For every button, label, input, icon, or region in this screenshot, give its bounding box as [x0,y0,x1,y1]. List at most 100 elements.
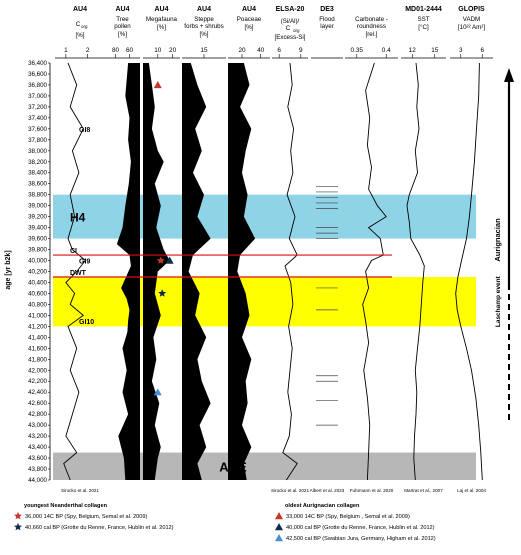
panel-tick-vadm: 3 [459,47,463,54]
event-label-dwt: DWT [70,270,87,277]
y-tick-label: 40,200 [28,269,47,276]
panel-unit-elsa: [Excess-Si] [275,34,306,41]
panel-unit-poaceae: [%] [245,24,254,31]
panel-header-flood: DE3 [320,6,334,13]
legend-left-title: youngest Neanderthal collagen [24,503,108,509]
series-line-elsa [282,62,298,481]
y-tick-label: 37,800 [28,137,47,144]
legend-right-marker-2 [275,534,283,542]
panel-tick-mega: 10 [154,47,162,54]
y-tick-label: 39,800 [28,247,47,254]
panel-tick-carb: 0.4 [382,47,391,54]
y-tick-label: 40,600 [28,290,47,297]
y-tick-label: 39,000 [28,203,47,210]
panel-tick-sst: 15 [431,47,439,54]
marker-triangle-4 [153,388,162,396]
y-tick-label: 38,000 [28,148,47,155]
y-tick-label: 39,600 [28,236,47,243]
y-tick-label: 43,800 [28,466,47,473]
y-tick-label: 43,200 [28,433,47,440]
legend-right-item-1: 40,000 cal BP (Grotte du Renne, France, … [286,525,435,531]
legend-left-marker-0 [14,511,22,520]
y-tick-label: 42,000 [28,367,47,374]
series-area-steppe [182,63,211,480]
panel-var-mega-0: Megafauna [146,16,178,23]
y-tick-label: 42,800 [28,411,47,418]
y-axis-label: age [yr b2k] [5,250,12,289]
panel-unit-vadm: [10²² Am²] [458,24,485,31]
y-tick-label: 41,000 [28,312,47,319]
panel-header-poaceae: AU4 [242,6,256,13]
panel-tick-corg: 2 [86,47,90,54]
panel-unit-steppe: [%] [200,31,209,38]
interstadial-label-gi8: GI8 [79,127,90,134]
legend-right-item-2: 42,500 cal BP (Swabian Jura, Germany, Hi… [286,536,436,542]
panel-var-steppe-0: Steppe [194,16,214,23]
band-0 [53,194,476,239]
panel-header-elsa: ELSA-20 [276,6,305,13]
panel-tick-sst: 12 [409,47,417,54]
panel-tick-tree: 80 [112,47,120,54]
panel-var-flood-0: Flood [319,16,335,23]
y-tick-label: 44,000 [28,477,47,484]
y-tick-label: 43,600 [28,455,47,462]
panel-tick-mega: 20 [169,47,177,54]
series-line-vadm [455,62,483,481]
panel-var-tree-0: Tree [116,16,129,23]
y-tick-label: 37,200 [28,104,47,111]
aurignacian-arrow-head [504,68,514,82]
series-area-poaceae [228,63,256,480]
panel-unit-corg: [%] [76,32,85,39]
event-label-ci: CI [70,248,77,255]
panel-var-carb-0: Carbonate - [355,16,388,23]
panel-citation-sst: Martrat et al., 2007 [404,488,443,493]
panel-var-carb-1: roundness [357,23,386,30]
y-tick-label: 40,400 [28,279,47,286]
y-tick-label: 42,200 [28,378,47,385]
y-tick-label: 43,000 [28,422,47,429]
panel-tick-tree: 60 [126,47,134,54]
panel-var-tree-1: pollen [114,23,131,30]
panel-var2-elsa: C [286,25,291,32]
y-tick-label: 37,000 [28,93,47,100]
series-line-sst [406,62,425,481]
marker-star-3 [158,289,167,297]
band-label-h4: H4 [70,211,86,225]
y-tick-label: 38,400 [28,170,47,177]
laschamp-label: Laschamp event [495,275,502,327]
panel-unit-carb: [rel.] [365,31,377,38]
legend-right-title: oldest Aurignacian collagen [285,503,360,509]
interstadial-label-gi9: GI9 [79,259,90,266]
y-tick-label: 40,800 [28,301,47,308]
band-2 [53,452,476,480]
panel-var-vadm-0: VADM [463,16,480,23]
series-area-tree [116,63,140,480]
y-tick-label: 42,400 [28,389,47,396]
panel-tick-poaceae: 40 [257,47,265,54]
panel-header-corg: AU4 [73,6,87,13]
y-tick-label: 41,800 [28,356,47,363]
panel-citation-flood: Albert et al. 2023 [310,488,345,493]
legend-left-item-0: 36,000 14C BP (Spy, Belgium, Semal et al… [25,514,147,520]
y-tick-label: 36,800 [28,82,47,89]
panel-citation-elsa: Sirocko et al. 2021 [271,488,309,493]
legend-left-item-1: 40,660 cal BP (Grotte du Renne, France, … [25,525,174,531]
panel-var-sub-corg: org [81,24,88,29]
y-tick-label: 39,400 [28,225,47,232]
y-tick-label: 38,600 [28,181,47,188]
y-tick-label: 39,200 [28,214,47,221]
panel-header-vadm: GLOPIS [458,6,485,13]
series-area-mega [143,63,170,480]
marker-star-1 [156,256,165,264]
panel-unit-sst: [°C] [418,24,429,31]
panel-tick-vadm: 6 [480,47,484,54]
panel-header-sst: MD01-2444 [405,6,442,13]
panel-citation-carb: Fuhrmann et al. 2020 [350,488,394,493]
y-tick-label: 41,200 [28,323,47,330]
legend-right-item-0: 33,000 14C BP (Spy, Belgium , Semal et a… [286,514,410,520]
y-tick-label: 38,800 [28,192,47,199]
y-tick-label: 37,400 [28,115,47,122]
panel-var-sst-0: SST [417,16,429,23]
